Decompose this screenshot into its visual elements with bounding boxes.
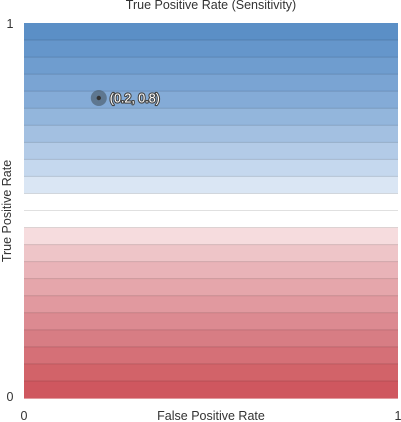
band-21 [24, 363, 398, 382]
y-axis-label: True Positive Rate [0, 160, 14, 262]
band-22 [24, 380, 398, 399]
band-6 [24, 108, 398, 126]
band-4 [24, 74, 398, 92]
band-16 [24, 278, 398, 297]
band-5 [24, 91, 398, 109]
band-17 [24, 295, 398, 314]
band-10 [24, 176, 398, 195]
color-bands [24, 23, 398, 399]
chart-title: True Positive Rate (Sensitivity) [126, 0, 296, 12]
band-19 [24, 329, 398, 348]
x-axis-label: False Positive Rate [157, 409, 265, 422]
x-tick-label-left: 0 [21, 409, 28, 422]
x-tick-label-right: 1 [395, 409, 401, 422]
y-tick-label-bottom: 0 [7, 390, 14, 404]
band-12 [24, 210, 398, 229]
operating-point-marker[interactable] [96, 95, 102, 101]
operating-point-label: (0.2, 0.8) [110, 92, 160, 106]
band-18 [24, 312, 398, 331]
band-7 [24, 125, 398, 143]
band-11 [24, 193, 398, 212]
band-2 [24, 40, 398, 58]
y-tick-label-top: 1 [7, 17, 14, 31]
band-9 [24, 159, 398, 178]
operating-point: (0.2, 0.8) [90, 90, 161, 107]
band-14 [24, 244, 398, 263]
band-13 [24, 227, 398, 246]
band-gridlines [24, 39, 398, 382]
band-8 [24, 142, 398, 160]
band-3 [24, 57, 398, 75]
band-15 [24, 261, 398, 280]
band-20 [24, 346, 398, 365]
band-1 [24, 23, 398, 41]
